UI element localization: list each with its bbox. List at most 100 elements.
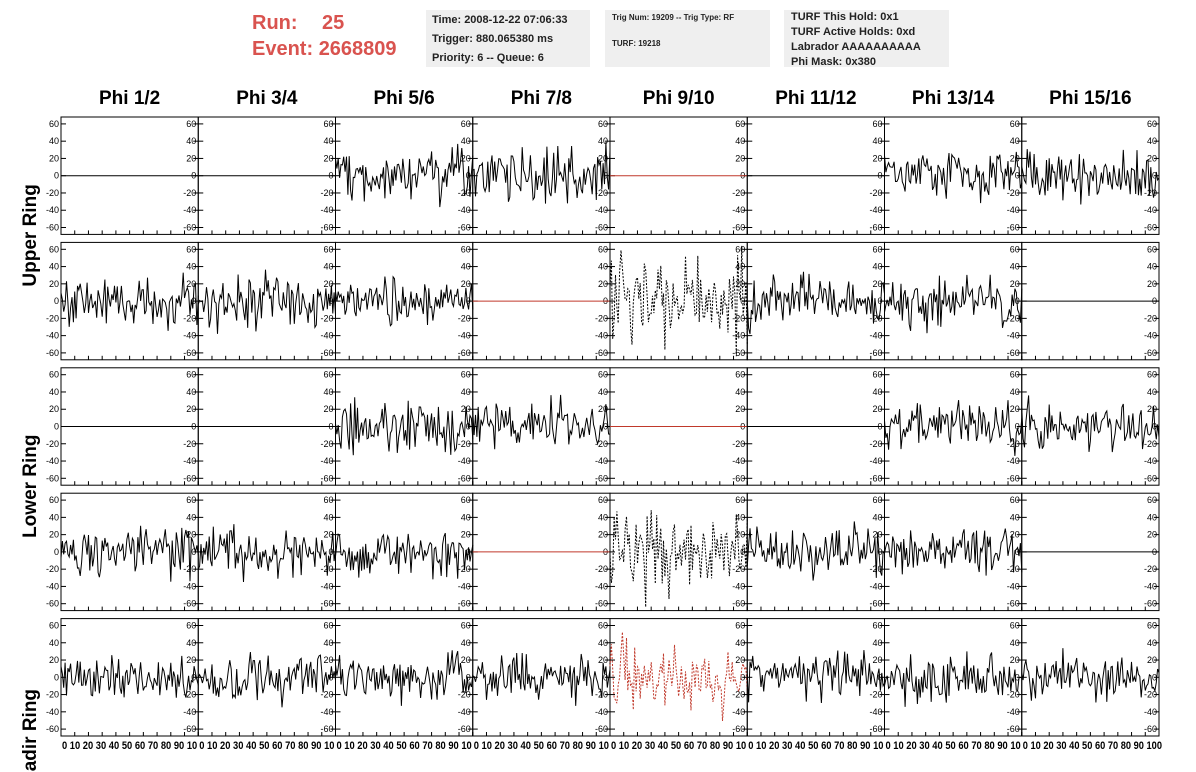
y-tick-label: -40 [320, 456, 333, 466]
y-tick-label: 20 [49, 655, 59, 665]
y-tick-label: 40 [872, 512, 882, 522]
run-label: Run: [252, 12, 298, 34]
time-line: Time: 2008-12-22 07:06:33 [432, 14, 568, 26]
y-tick-label: 20 [49, 153, 59, 163]
y-tick-label: 40 [598, 262, 608, 272]
y-tick-label: 20 [1010, 404, 1020, 414]
column-header: Phi 1/2 [99, 88, 160, 109]
y-tick-label: -40 [869, 581, 882, 591]
y-tick-label: 40 [735, 512, 745, 522]
panel-frame [609, 492, 748, 612]
y-tick-label: -40 [732, 707, 745, 717]
y-tick-label: 60 [598, 621, 608, 631]
y-tick-label: -20 [595, 564, 608, 574]
waveform-line [197, 651, 336, 708]
y-tick-label: 20 [598, 279, 608, 289]
y-tick-label: -20 [1007, 439, 1020, 449]
y-tick-label: 20 [186, 153, 196, 163]
y-tick-label: 60 [49, 119, 59, 129]
y-tick-label: -40 [595, 581, 608, 591]
y-tick-label: 20 [1147, 530, 1157, 540]
y-tick-label: -20 [732, 188, 745, 198]
y-tick-label: -20 [46, 188, 59, 198]
y-tick-label: 0 [191, 547, 196, 557]
y-tick-label: 40 [872, 638, 882, 648]
y-tick-label: 40 [1010, 512, 1020, 522]
y-tick-label: 0 [603, 422, 608, 432]
y-tick-label: 40 [1147, 262, 1157, 272]
row-label: Upper Ring [20, 184, 41, 286]
y-tick-label: -60 [732, 473, 745, 483]
y-tick-label: 20 [598, 404, 608, 414]
x-tick-label: 0 10 20 30 40 50 60 70 80 90 10 [62, 740, 197, 752]
y-tick-label: -40 [183, 205, 196, 215]
y-tick-label: 40 [461, 136, 471, 146]
column-header: Phi 5/6 [374, 88, 435, 109]
y-tick-label: -40 [320, 205, 333, 215]
y-tick-label: 60 [186, 244, 196, 254]
y-tick-label: 60 [872, 495, 882, 505]
y-tick-label: -20 [1144, 188, 1157, 198]
y-tick-label: -40 [732, 456, 745, 466]
x-tick-label: 0 10 20 30 40 50 60 70 80 90 10 [886, 740, 1021, 752]
x-tick-label: 0 10 20 30 40 50 60 70 80 90 10 [611, 740, 746, 752]
y-tick-label: -40 [1144, 581, 1157, 591]
y-tick-label: -60 [1007, 222, 1020, 232]
run-event-info: Run: 25 Event: 2668809 [252, 10, 397, 62]
panel-frame [60, 492, 199, 612]
y-tick-label: 0 [466, 672, 471, 682]
y-tick-label: 60 [598, 495, 608, 505]
panel-frame [1021, 367, 1160, 486]
turf-info-box: TURF This Hold: 0x1 TURF Active Holds: 0… [784, 10, 949, 68]
y-tick-label: 40 [1010, 638, 1020, 648]
y-tick-label: -40 [1144, 707, 1157, 717]
y-tick-label: -20 [1144, 313, 1157, 323]
panel-frame [884, 116, 1023, 235]
y-tick-label: -40 [869, 456, 882, 466]
y-tick-label: 20 [735, 655, 745, 665]
y-tick-label: -60 [320, 599, 333, 609]
waveform-line [1021, 395, 1160, 453]
column-header: Phi 15/16 [1049, 88, 1131, 109]
y-tick-label: -20 [183, 313, 196, 323]
y-tick-label: 0 [877, 547, 882, 557]
trig-line: Trig Num: 19209 -- Trig Type: RF [612, 13, 735, 22]
y-tick-label: 20 [323, 530, 333, 540]
y-tick-label: 20 [872, 153, 882, 163]
y-tick-label: -40 [1007, 456, 1020, 466]
waveform-line [884, 651, 1022, 707]
y-tick-label: -60 [732, 222, 745, 232]
y-tick-label: 20 [1010, 279, 1020, 289]
y-tick-label: 60 [461, 495, 471, 505]
y-tick-label: -20 [1007, 690, 1020, 700]
y-tick-label: -60 [458, 222, 471, 232]
y-tick-label: -60 [595, 473, 608, 483]
y-tick-label: 20 [323, 655, 333, 665]
y-tick-label: -60 [732, 724, 745, 734]
waveform-line [197, 269, 336, 334]
y-tick-label: 40 [598, 387, 608, 397]
waveform-line [60, 272, 199, 331]
y-tick-label: -40 [1007, 581, 1020, 591]
y-tick-label: 20 [872, 279, 882, 289]
y-tick-label: 40 [872, 387, 882, 397]
y-tick-label: -40 [183, 581, 196, 591]
y-tick-label: 60 [1147, 119, 1157, 129]
y-tick-label: -60 [183, 348, 196, 358]
y-tick-label: -60 [320, 348, 333, 358]
x-tick-label: 0 10 20 30 40 50 60 70 80 90 10 [337, 740, 472, 752]
y-tick-label: 0 [54, 672, 59, 682]
y-tick-label: 60 [461, 370, 471, 380]
y-tick-label: -60 [46, 599, 59, 609]
y-tick-label: 60 [1010, 119, 1020, 129]
y-tick-label: 20 [735, 279, 745, 289]
y-tick-label: -40 [1007, 331, 1020, 341]
y-tick-label: -20 [46, 564, 59, 574]
y-tick-label: -20 [1144, 690, 1157, 700]
y-tick-label: 20 [323, 279, 333, 289]
y-tick-label: -40 [458, 331, 471, 341]
y-tick-label: -20 [595, 439, 608, 449]
y-tick-label: -60 [1144, 348, 1157, 358]
y-tick-label: -20 [1007, 313, 1020, 323]
y-tick-label: 20 [598, 153, 608, 163]
